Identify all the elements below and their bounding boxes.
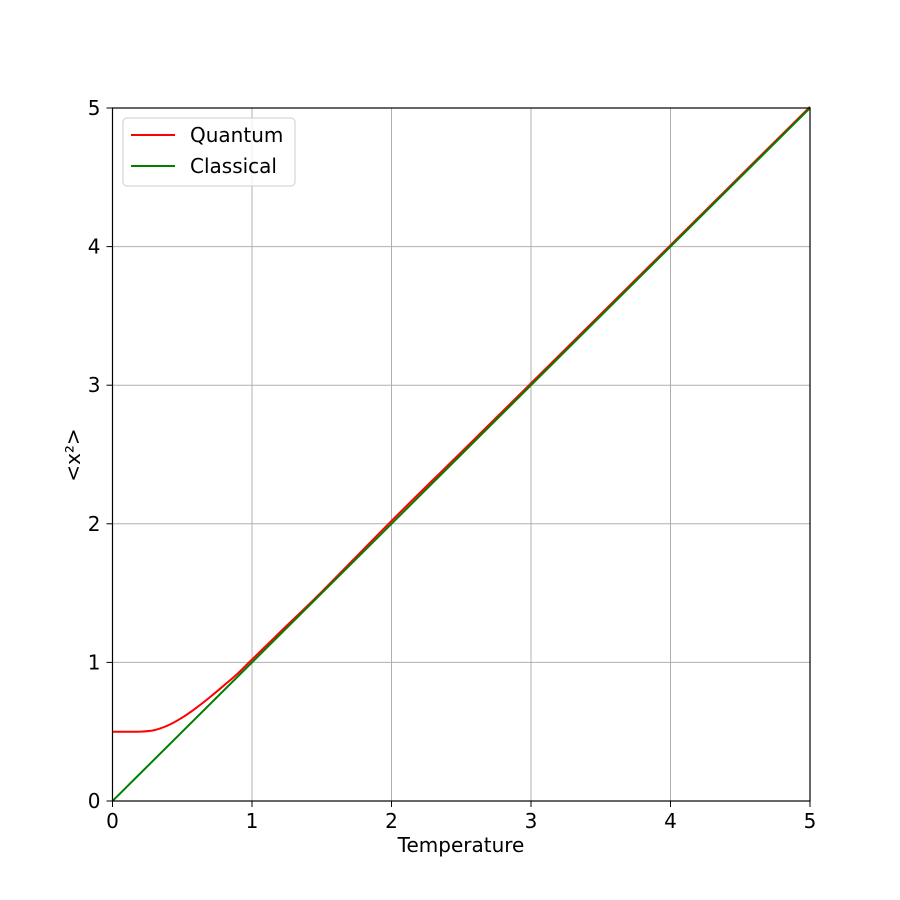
series-line-quantum (112, 106, 811, 733)
series-layer (111, 106, 811, 802)
y-tick-label: 4 (88, 235, 101, 259)
x-tick-label: 0 (106, 809, 119, 833)
ticks: 0 1 2 3 4 5 0 1 2 3 4 5 (88, 96, 817, 833)
x-tick-label: 2 (385, 809, 398, 833)
y-tick-label: 5 (88, 96, 101, 120)
y-tick-label: 0 (88, 789, 101, 813)
x-tick-label: 4 (664, 809, 677, 833)
legend-quantum-label: Quantum (190, 123, 283, 147)
y-tick-label: 3 (88, 373, 101, 397)
legend: Quantum Classical (122, 117, 296, 187)
x-tick-label: 5 (804, 809, 817, 833)
y-axis-label: <x²> (61, 428, 85, 481)
y-tick-label: 2 (88, 512, 101, 536)
x-tick-label: 3 (525, 809, 538, 833)
legend-classical-label: Classical (190, 154, 277, 178)
plot-frame (111, 107, 811, 802)
y-tick-label: 1 (88, 650, 101, 674)
x-tick-label: 1 (246, 809, 259, 833)
x-axis-label: Temperature (397, 833, 525, 857)
series-line-classical (111, 107, 811, 802)
